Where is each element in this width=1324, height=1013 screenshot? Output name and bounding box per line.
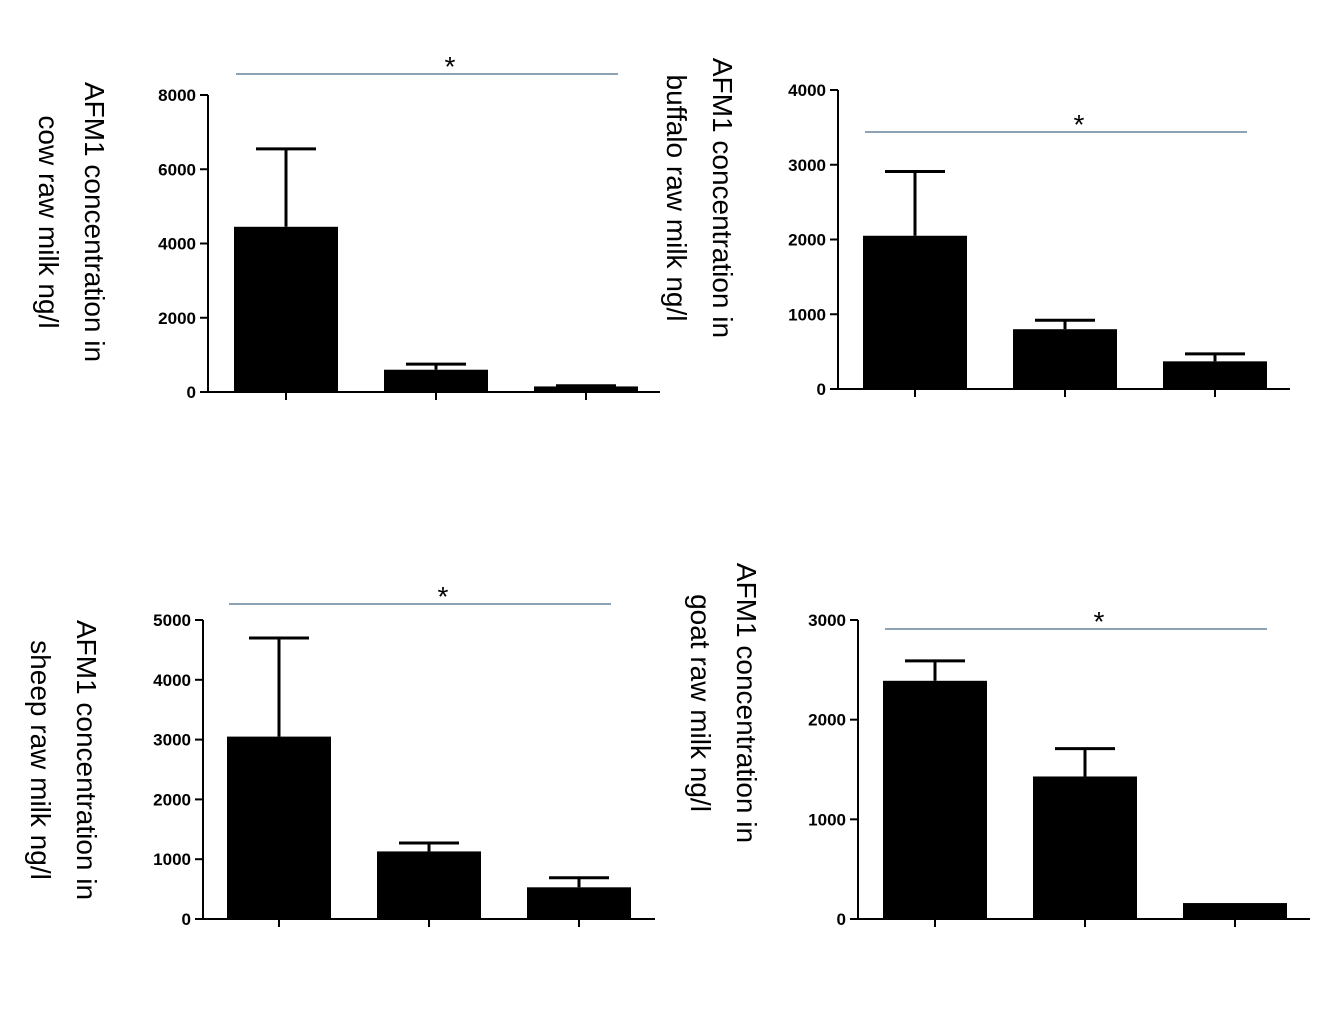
chart-panel: 0 2000 4000 6000 8000 * AFM1 concentration in c… <box>33 51 660 402</box>
y-axis-label: buffalo raw milk ng/l <box>661 75 692 322</box>
y-tick-label: 4000 <box>788 81 826 100</box>
y-tick-label: 2000 <box>158 309 196 328</box>
bar <box>377 851 481 919</box>
significance-star: * <box>438 581 449 612</box>
bar <box>883 680 987 919</box>
y-axis-label: goat raw milk ng/l <box>685 594 716 812</box>
y-axis-label: cow raw milk ng/l <box>33 115 64 328</box>
bar <box>227 736 331 919</box>
y-tick-label: 2000 <box>788 231 826 250</box>
y-axis-label: AFM1 concentration in <box>71 620 102 900</box>
y-tick-label: 1000 <box>808 810 846 829</box>
y-tick-label: 1000 <box>788 305 826 324</box>
y-tick-label: 2000 <box>808 711 846 730</box>
y-tick-label: 4000 <box>158 235 196 254</box>
y-axis-label: sheep raw milk ng/l <box>25 640 56 880</box>
y-tick-label: 5000 <box>153 611 191 630</box>
y-tick-label: 0 <box>187 383 196 402</box>
y-tick-label: 2000 <box>153 790 191 809</box>
y-axis-label: AFM1 concentration in <box>79 82 110 362</box>
y-axis-label: AFM1 concentration in <box>707 58 738 338</box>
bar <box>863 235 967 389</box>
bar <box>1033 776 1137 919</box>
significance-star: * <box>1074 109 1085 140</box>
y-tick-label: 3000 <box>788 156 826 175</box>
bar <box>234 226 338 392</box>
significance-star: * <box>445 51 456 82</box>
y-tick-label: 6000 <box>158 160 196 179</box>
bar <box>1163 361 1267 389</box>
y-axis-label: AFM1 concentration in <box>731 563 762 843</box>
y-tick-label: 0 <box>182 910 191 929</box>
bar <box>384 369 488 392</box>
chart-panel: 0 1000 2000 3000 * AFM1 concentration in goat … <box>685 563 1310 929</box>
bar <box>527 887 631 919</box>
bar <box>1013 329 1117 389</box>
y-tick-label: 8000 <box>158 86 196 105</box>
bar <box>1183 903 1287 919</box>
chart-panel: 0 1000 2000 3000 4000 * AFM1 concentration in b… <box>661 58 1290 399</box>
y-tick-label: 1000 <box>153 850 191 869</box>
bar <box>534 386 638 392</box>
y-tick-label: 0 <box>837 910 846 929</box>
y-tick-label: 4000 <box>153 671 191 690</box>
chart-panel: 0 1000 2000 3000 4000 5000 * AFM1 concentration… <box>25 581 655 929</box>
y-tick-label: 3000 <box>808 611 846 630</box>
y-tick-label: 3000 <box>153 731 191 750</box>
significance-star: * <box>1094 606 1105 637</box>
y-tick-label: 0 <box>817 380 826 399</box>
